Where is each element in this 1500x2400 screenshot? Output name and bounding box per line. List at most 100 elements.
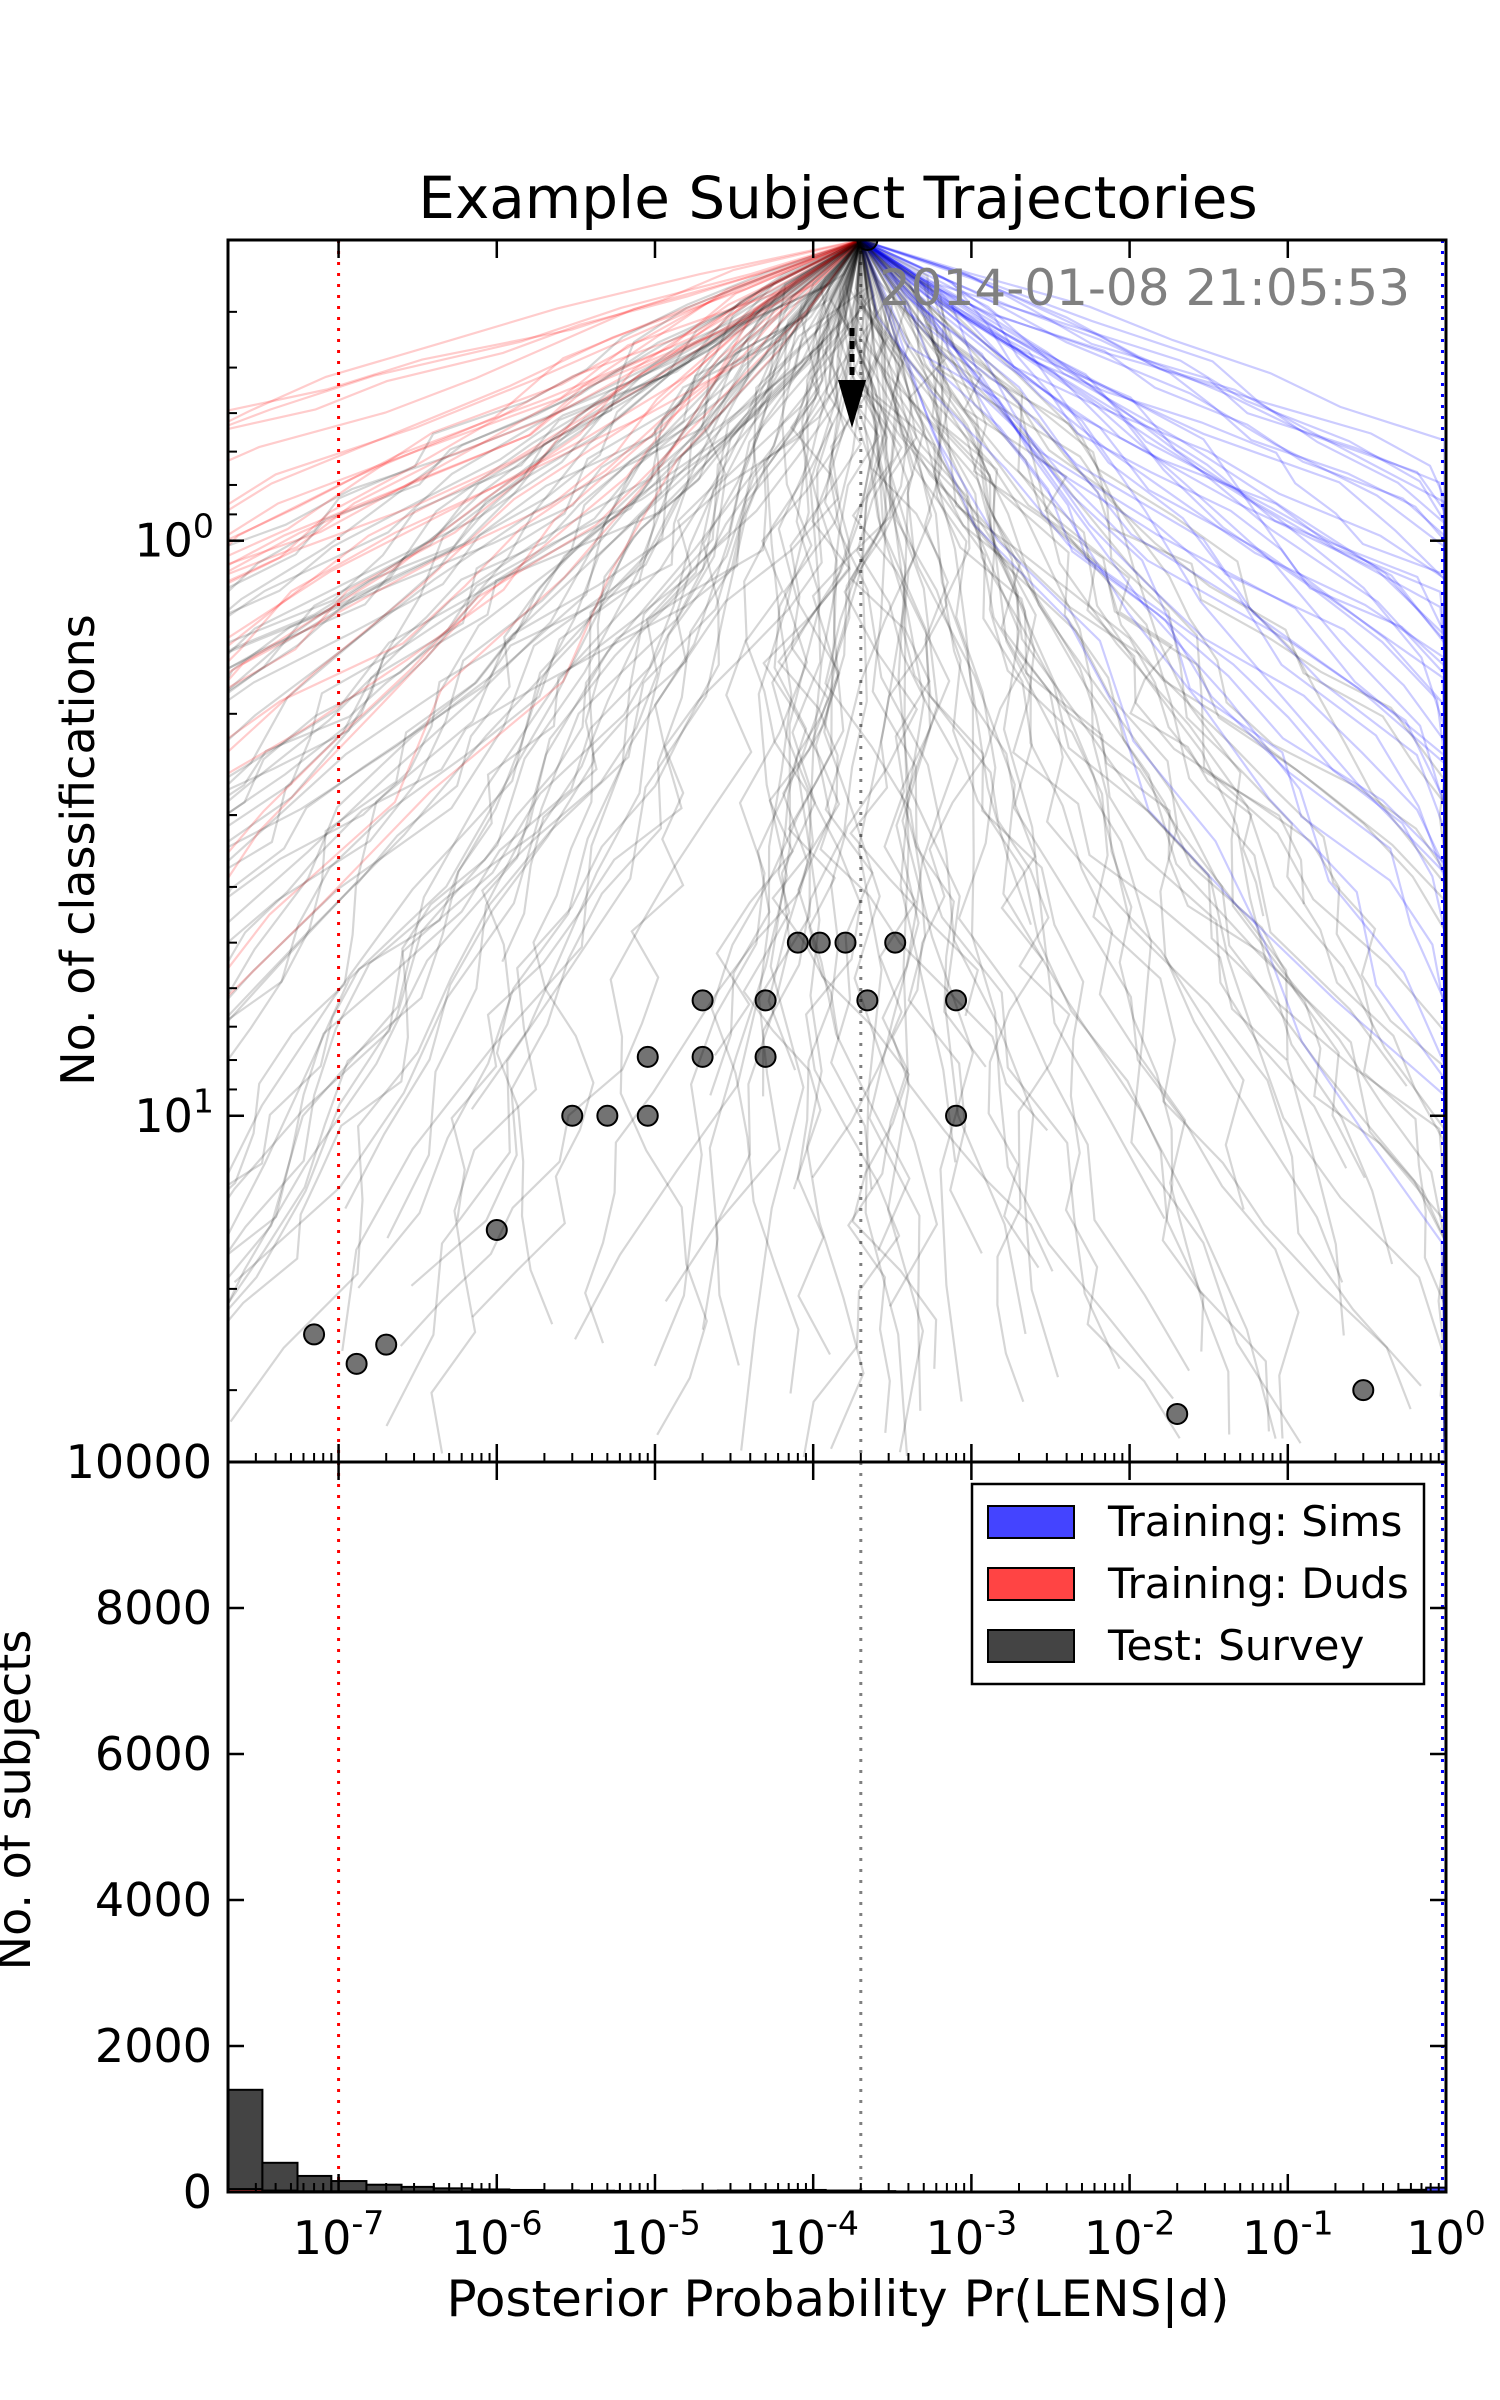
- trajectory-line-138: [762, 240, 862, 1040]
- trajectory-line-43: [836, 240, 975, 1402]
- trajectory-point-11: [754, 1045, 777, 1068]
- trajectory-line-99: [341, 240, 862, 1352]
- trajectory-line-67: [855, 240, 1205, 1352]
- trajectory-line-110: [860, 240, 1446, 1080]
- trajectory-line-82: [228, 240, 862, 612]
- trajectory-line-74: [228, 240, 862, 683]
- trajectory-line-55: [859, 240, 1446, 1362]
- trajectory-line-173: [740, 240, 862, 1451]
- trajectory-line-144: [859, 240, 1446, 1438]
- trajectory-line-185: [859, 240, 1446, 1381]
- trajectory-line-66: [228, 240, 862, 512]
- trajectory-line-152: [767, 240, 889, 1071]
- trajectory-point-16: [485, 1219, 508, 1242]
- trajectory-line-87: [228, 240, 862, 693]
- trajectory-line-86: [228, 240, 862, 797]
- trajectory-line-190: [824, 240, 925, 1190]
- trajectory-line-92: [471, 240, 862, 1318]
- trajectory-line-122: [228, 240, 862, 412]
- trajectory-line-24: [860, 240, 1446, 1014]
- trajectory-line-160: [823, 240, 1060, 1378]
- trajectory-line-207: [410, 240, 862, 1287]
- trajectory-line-68: [860, 240, 1446, 1388]
- chart-title: Example Subject Trajectories: [418, 164, 1257, 232]
- bottom-y-tick-label-4: 8000: [95, 1581, 212, 1635]
- trajectory-line-196: [859, 240, 1446, 1383]
- trajectory-line-209: [228, 240, 862, 567]
- trajectory-line-1: [228, 240, 862, 1191]
- trajectory-line-25: [228, 240, 862, 690]
- trajectory-line-216: [344, 240, 862, 1210]
- trajectory-line-7: [860, 240, 1305, 905]
- trajectory-line-8: [860, 240, 1446, 1164]
- trajectory-line-45: [859, 240, 1446, 1373]
- trajectory-line-54: [228, 240, 862, 573]
- trajectory-line-192: [228, 240, 862, 844]
- trajectory-line-85: [823, 240, 939, 1307]
- trajectory-line-108: [233, 240, 862, 1284]
- trajectory-line-139: [228, 240, 862, 870]
- x-tick-label-7: 100: [1406, 2204, 1486, 2265]
- trajectory-line-57: [228, 240, 862, 654]
- trajectory-line-211: [228, 240, 862, 681]
- trajectory-line-214: [859, 240, 1302, 1444]
- trajectory-line-56: [228, 240, 862, 754]
- hist-bar-0-2: [228, 2088, 264, 2192]
- x-axis-label: Posterior Probability Pr(LENS|d): [446, 2270, 1229, 2328]
- trajectory-line-177: [228, 240, 862, 670]
- trajectory-line-112: [228, 240, 862, 566]
- trajectory-line-97: [228, 240, 862, 423]
- trajectory-line-41: [777, 240, 1049, 1132]
- trajectory-line-180: [860, 240, 1446, 1409]
- hist-bar-23-0: [1425, 2186, 1446, 2192]
- trajectory-line-172: [859, 240, 1446, 1380]
- trajectory-line-19: [859, 240, 1446, 1248]
- trajectory-line-71: [824, 240, 983, 1254]
- trajectory-point-15: [945, 1104, 968, 1127]
- trajectory-line-90: [859, 240, 1231, 1435]
- trajectory-line-73: [859, 240, 1446, 1121]
- trajectory-line-5: [843, 240, 1344, 1283]
- trajectory-line-119: [742, 240, 947, 1190]
- trajectory-line-109: [811, 240, 933, 1179]
- trajectory-line-153: [860, 240, 1446, 1355]
- trajectory-line-120: [859, 240, 925, 1453]
- x-tick-label-6: 10-1: [1242, 2204, 1334, 2265]
- trajectory-line-38: [709, 240, 862, 1096]
- trajectory-line-88: [860, 240, 1446, 1210]
- x-tick-label-0: 10-7: [293, 2204, 385, 2265]
- legend-item-sims: Training: Sims: [987, 1497, 1402, 1546]
- trajectory-line-116: [228, 240, 862, 506]
- trajectory-line-127: [859, 240, 1446, 1416]
- trajectory-line-40: [584, 240, 885, 1344]
- trajectory-line-27: [859, 240, 1166, 1220]
- bottom-y-axis: 0 2000 4000 6000 8000 10000: [66, 1435, 1446, 2219]
- bottom-y-tick-label-1: 2000: [95, 2019, 212, 2073]
- trajectory-line-154: [228, 240, 862, 654]
- trajectory-point-8: [945, 989, 968, 1012]
- trajectory-line-4: [859, 240, 1044, 1269]
- trajectory-point-1: [786, 931, 809, 954]
- trajectory-line-22: [849, 240, 1071, 1403]
- trajectory-line-114: [859, 240, 1345, 1336]
- bottom-y-axis-label: No. of subjects: [0, 1630, 41, 1971]
- trajectory-point-10: [691, 1045, 714, 1068]
- legend-swatch-survey: [987, 1629, 1075, 1663]
- x-tick-label-4: 10-3: [926, 2204, 1018, 2265]
- trajectory-line-17: [228, 240, 862, 692]
- trajectory-line-63: [860, 240, 1446, 996]
- legend: Training: Sims Training: Duds Test: Surv…: [970, 1482, 1426, 1686]
- legend-label-sims: Training: Sims: [1107, 1497, 1402, 1546]
- histogram-bars: [228, 2088, 1446, 2192]
- trajectory-line-135: [386, 240, 862, 1239]
- trajectory-line-175: [385, 240, 862, 1427]
- trajectory-line-89: [859, 240, 1446, 1460]
- trajectory-line-181: [841, 240, 1054, 1272]
- trajectory-line-14: [481, 240, 862, 1325]
- trajectory-line-37: [228, 240, 862, 664]
- trajectory-line-151: [228, 240, 862, 849]
- trajectory-line-140: [860, 240, 1446, 1137]
- trajectory-line-39: [228, 240, 862, 815]
- trajectory-line-47: [859, 240, 1412, 1410]
- trajectory-line-11: [228, 240, 862, 1238]
